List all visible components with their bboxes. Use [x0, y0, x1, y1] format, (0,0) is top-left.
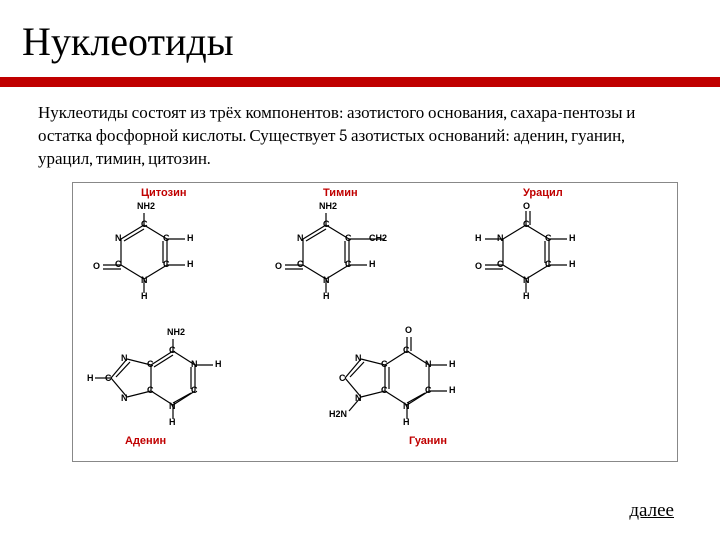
atom-label: H [475, 233, 482, 243]
atom-label: N [121, 353, 128, 363]
atom-label: C [545, 259, 552, 269]
atom-label: C [323, 219, 330, 229]
bonds-thymine [273, 187, 433, 307]
atom-label: H [323, 291, 330, 301]
bonds-guanine [325, 321, 545, 451]
atom-label: C [345, 233, 352, 243]
atom-label: N [121, 393, 128, 403]
atom-label: N [403, 401, 410, 411]
slide: Нуклеотиды Нуклеотиды состоят из трёх ко… [0, 0, 720, 540]
atom-label: O [275, 261, 282, 271]
molecule-cytosine: Цитозин NH2 N C C C N O H H [91, 187, 241, 307]
atom-label: C [381, 359, 388, 369]
atom-label: C [147, 359, 154, 369]
atom-label: N [115, 233, 122, 243]
atom-label: N [355, 353, 362, 363]
atom-label: O [93, 261, 100, 271]
atom-label: H [569, 233, 576, 243]
atom-label: C [381, 385, 388, 395]
next-link[interactable]: далее [629, 499, 674, 522]
atom-label: H [87, 373, 94, 383]
atom-label: N [297, 233, 304, 243]
molecule-thymine: Тимин NH2 N C C C N O CH2 [273, 187, 433, 307]
atom-label: C [339, 373, 346, 383]
atom-label: C [191, 385, 198, 395]
accent-bar [0, 77, 720, 87]
atom-label: H [569, 259, 576, 269]
molecule-guanine: O C C N C C N [325, 321, 545, 451]
body-paragraph: Нуклеотиды состоят из трёх компонентов: … [0, 87, 720, 180]
atom-label: CH2 [369, 233, 387, 243]
atom-label: H [449, 359, 456, 369]
atom-label: H [369, 259, 376, 269]
atom-label: C [163, 233, 170, 243]
atom-label: N [425, 359, 432, 369]
atom-label: N [355, 393, 362, 403]
molecule-diagram: Цитозин NH2 N C C C N O H H [72, 182, 678, 462]
atom-label: C [425, 385, 432, 395]
atom-label: H [187, 233, 194, 243]
atom-label: H [449, 385, 456, 395]
atom-label: N [191, 359, 198, 369]
atom-label: C [141, 219, 148, 229]
atom-label: H [187, 259, 194, 269]
bonds-cytosine [91, 187, 241, 307]
atom-label: N [169, 401, 176, 411]
atom-label: H [403, 417, 410, 427]
bonds-uracil [473, 187, 623, 307]
atom-label: H [523, 291, 530, 301]
label-guanine: Гуанин [409, 435, 447, 447]
atom-label: C [105, 373, 112, 383]
atom-label: C [403, 345, 410, 355]
atom-label: C [115, 259, 122, 269]
atom-label: O [475, 261, 482, 271]
atom-label: N [141, 275, 148, 285]
atom-label: C [345, 259, 352, 269]
atom-label: H [141, 291, 148, 301]
atom-label: C [545, 233, 552, 243]
slide-title: Нуклеотиды [0, 0, 720, 73]
molecule-uracil: Урацил O N C C C N O H H [473, 187, 623, 307]
atom-label: N [523, 275, 530, 285]
atom-label: C [297, 259, 304, 269]
atom-label: C [523, 219, 530, 229]
label-adenine: Аденин [125, 435, 166, 447]
atom-label: C [497, 259, 504, 269]
atom-label: H2N [329, 409, 347, 419]
atom-label: H [169, 417, 176, 427]
atom-label: N [323, 275, 330, 285]
atom-label: C [169, 345, 176, 355]
atom-label: C [163, 259, 170, 269]
atom-label: H [215, 359, 222, 369]
atom-label: C [147, 385, 154, 395]
molecule-adenine: NH2 C C N C [91, 321, 301, 451]
atom-label: N [497, 233, 504, 243]
